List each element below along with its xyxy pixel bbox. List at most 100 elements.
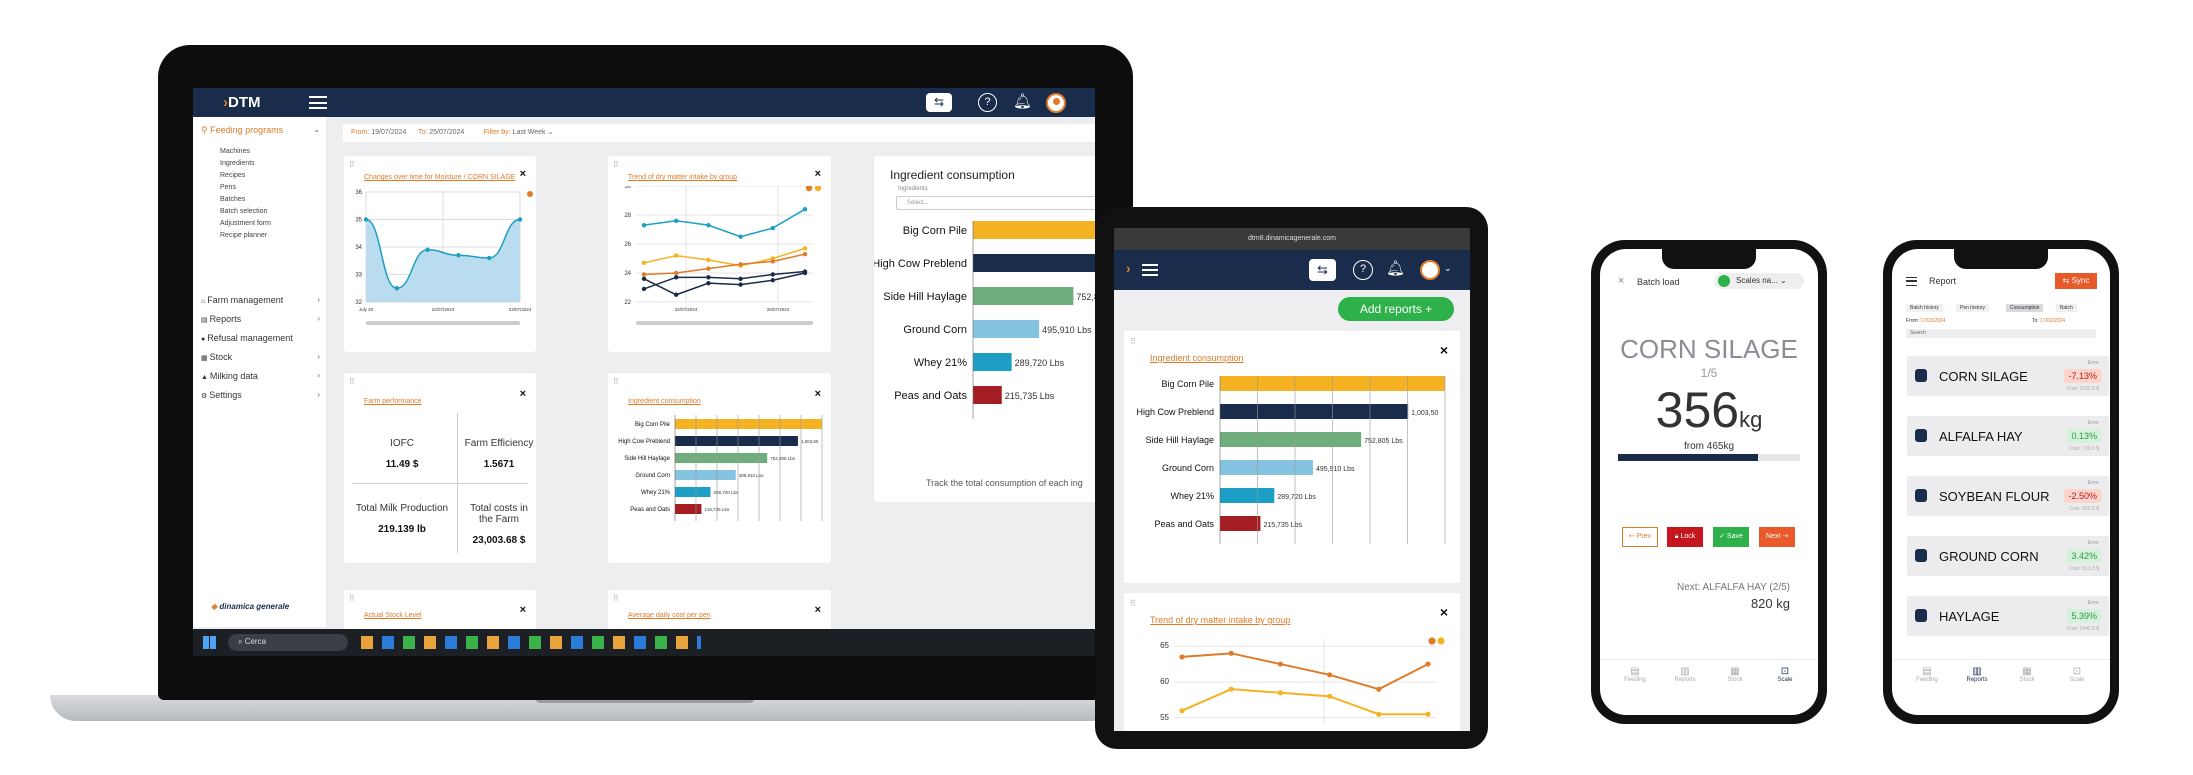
drag-handle-icon[interactable]: ⠿ bbox=[349, 594, 355, 603]
help-icon[interactable]: ? bbox=[978, 93, 997, 112]
close-icon[interactable]: × bbox=[1439, 342, 1448, 358]
list-item[interactable]: HAYLAGE Error 5.39% Cost: 1442.5 $ bbox=[1907, 596, 2109, 636]
save-button[interactable]: ✓ Save bbox=[1713, 527, 1749, 547]
swap-icon[interactable]: ⇆ bbox=[926, 93, 952, 112]
menu-icon[interactable] bbox=[1142, 264, 1158, 276]
swap-icon[interactable]: ⇆ bbox=[1309, 259, 1336, 281]
menu-dot-icon[interactable] bbox=[1437, 637, 1445, 645]
drag-handle-icon[interactable]: ⠿ bbox=[613, 377, 619, 386]
sidebar-item[interactable]: ▤ Reports bbox=[201, 314, 242, 324]
menu-dot-icon[interactable] bbox=[527, 191, 533, 197]
nav-tab-icon: ▥ bbox=[1680, 666, 1690, 677]
sidebar-item[interactable]: ● Refusal management bbox=[201, 333, 293, 343]
nav-tab[interactable]: ▤ Feeding bbox=[1904, 666, 1950, 683]
card-title[interactable]: Actual Stock Level bbox=[364, 612, 422, 619]
menu-dot-icon[interactable] bbox=[1428, 637, 1436, 645]
sidebar-item[interactable]: ⚙ Settings bbox=[201, 390, 242, 400]
card-title[interactable]: Trend of dry matter intake by group bbox=[1150, 615, 1291, 625]
menu-dot-icon[interactable] bbox=[805, 186, 813, 192]
to-date[interactable]: 17/03/2024 bbox=[2040, 318, 2066, 324]
search-input[interactable]: Search bbox=[1906, 329, 2096, 338]
sidebar-subitem[interactable]: Adjustment form bbox=[220, 220, 271, 227]
close-icon[interactable]: × bbox=[519, 168, 526, 180]
range-slider[interactable] bbox=[636, 321, 813, 325]
windows-icon[interactable] bbox=[203, 636, 216, 649]
scale-select[interactable]: Scales na... ⌄ bbox=[1714, 273, 1804, 289]
sidebar-item[interactable]: ▦ Stock bbox=[201, 352, 233, 362]
list-item[interactable]: CORN SILAGE Error -7.13% Cost: 1032.5 $ bbox=[1907, 356, 2109, 396]
prev-button[interactable]: ⇠ Prev bbox=[1622, 527, 1658, 547]
sidebar-subitem[interactable]: Recipe planner bbox=[220, 232, 268, 239]
sidebar-item-feeding[interactable]: ⚲ Feeding programs bbox=[201, 125, 284, 135]
card-title[interactable]: Ingredient consumption bbox=[1150, 353, 1244, 363]
sync-button[interactable]: ⇆ Sync bbox=[2055, 273, 2097, 289]
card-title[interactable]: Ingredient consumption bbox=[628, 398, 701, 405]
ingredients-select[interactable]: Select... bbox=[896, 196, 1095, 210]
close-icon[interactable]: × bbox=[814, 168, 821, 180]
add-reports-button[interactable]: Add reports + bbox=[1338, 297, 1454, 321]
sidebar-subitem[interactable]: Ingredients bbox=[220, 160, 255, 167]
bell-icon[interactable]: 🔔︎ bbox=[1013, 93, 1033, 110]
range-slider[interactable] bbox=[366, 321, 520, 325]
item-name: CORN SILAGE bbox=[1939, 369, 2028, 384]
card-title[interactable]: Changes over time for Moisture / CORN SI… bbox=[364, 174, 516, 181]
bar bbox=[1220, 516, 1261, 531]
nav-tab[interactable]: ▥ Reports bbox=[1954, 666, 2000, 683]
to-value[interactable]: 25/07/2024 bbox=[429, 129, 465, 136]
close-icon[interactable]: × bbox=[814, 604, 821, 616]
nav-tab[interactable]: ▦ Stock bbox=[2004, 666, 2050, 683]
report-tab[interactable]: Consumption bbox=[2006, 304, 2044, 312]
nav-tab[interactable]: ▥ Reports bbox=[1662, 666, 1708, 683]
filter-select[interactable]: Last Week bbox=[512, 129, 546, 136]
report-tab[interactable]: Batch history bbox=[1906, 304, 1943, 312]
close-icon[interactable]: × bbox=[1618, 275, 1625, 287]
chevron-down-icon[interactable]: ⌄ bbox=[1444, 263, 1452, 273]
taskbar-search[interactable]: ⌕ Cerca bbox=[228, 634, 348, 651]
nav-tab[interactable]: ▦ Stock bbox=[1712, 666, 1758, 683]
x-tick-label: July 20 bbox=[359, 307, 374, 312]
sidebar-item[interactable]: ⌂ Farm management bbox=[201, 295, 284, 305]
list-item[interactable]: GROUND CORN Error 3.42% Cost: 813.3 $ bbox=[1907, 536, 2109, 576]
menu-icon[interactable] bbox=[1906, 277, 1917, 286]
menu-dot-icon[interactable] bbox=[814, 186, 822, 192]
card-title[interactable]: Farm performance bbox=[364, 398, 422, 405]
help-icon[interactable]: ? bbox=[1353, 260, 1373, 280]
logo: ›DTM bbox=[223, 94, 261, 111]
nav-tab[interactable]: ⊡ Scale bbox=[1762, 666, 1808, 683]
data-point bbox=[802, 207, 808, 212]
from-value[interactable]: 19/07/2024 bbox=[371, 129, 407, 136]
menu-icon[interactable] bbox=[309, 96, 327, 109]
close-icon[interactable]: × bbox=[1439, 604, 1448, 620]
sidebar-subitem[interactable]: Pens bbox=[220, 184, 236, 191]
drag-handle-icon[interactable]: ⠿ bbox=[1130, 337, 1136, 346]
bell-icon[interactable]: 🔔︎ bbox=[1386, 260, 1406, 277]
drag-handle-icon[interactable]: ⠿ bbox=[613, 160, 619, 169]
list-item[interactable]: SOYBEAN FLOUR Error -2.50% Cost: 850.3 $ bbox=[1907, 476, 2109, 516]
card-title[interactable]: Trend of dry matter intake by group bbox=[628, 174, 738, 181]
from-date[interactable]: 17/03/2024 bbox=[1920, 318, 1946, 324]
sidebar-item[interactable]: ▲ Milking data bbox=[201, 371, 258, 381]
nav-tab[interactable]: ▤ Feeding bbox=[1612, 666, 1658, 683]
avatar[interactable] bbox=[1046, 93, 1066, 113]
drag-handle-icon[interactable]: ⠿ bbox=[613, 594, 619, 603]
close-icon[interactable]: × bbox=[814, 388, 821, 400]
report-tab[interactable]: Pen history bbox=[1956, 304, 1990, 312]
avatar[interactable] bbox=[1420, 260, 1440, 280]
item-error-label: Error bbox=[2087, 420, 2099, 426]
sidebar-subitem[interactable]: Recipes bbox=[220, 172, 246, 179]
sidebar-subitem[interactable]: Machines bbox=[220, 148, 250, 155]
nav-tab[interactable]: ⊡ Scale bbox=[2054, 666, 2100, 683]
sidebar-subitem[interactable]: Batch selection bbox=[220, 208, 268, 215]
drag-handle-icon[interactable]: ⠿ bbox=[349, 160, 355, 169]
data-point bbox=[674, 275, 679, 280]
sidebar-subitem[interactable]: Batches bbox=[220, 196, 246, 203]
close-icon[interactable]: × bbox=[519, 604, 526, 616]
drag-handle-icon[interactable]: ⠿ bbox=[349, 377, 355, 386]
list-item[interactable]: ALFALFA HAY Error 0.13% Cost: 720.5 $ bbox=[1907, 416, 2109, 456]
card-title[interactable]: Average daily cost per pen bbox=[628, 612, 711, 619]
next-button[interactable]: Next ⇢ bbox=[1759, 527, 1795, 547]
close-icon[interactable]: × bbox=[519, 388, 526, 400]
report-tab[interactable]: Batch bbox=[2056, 304, 2077, 312]
drag-handle-icon[interactable]: ⠿ bbox=[1130, 599, 1136, 608]
lock-button[interactable]: 🔒︎ Lock bbox=[1667, 527, 1703, 547]
